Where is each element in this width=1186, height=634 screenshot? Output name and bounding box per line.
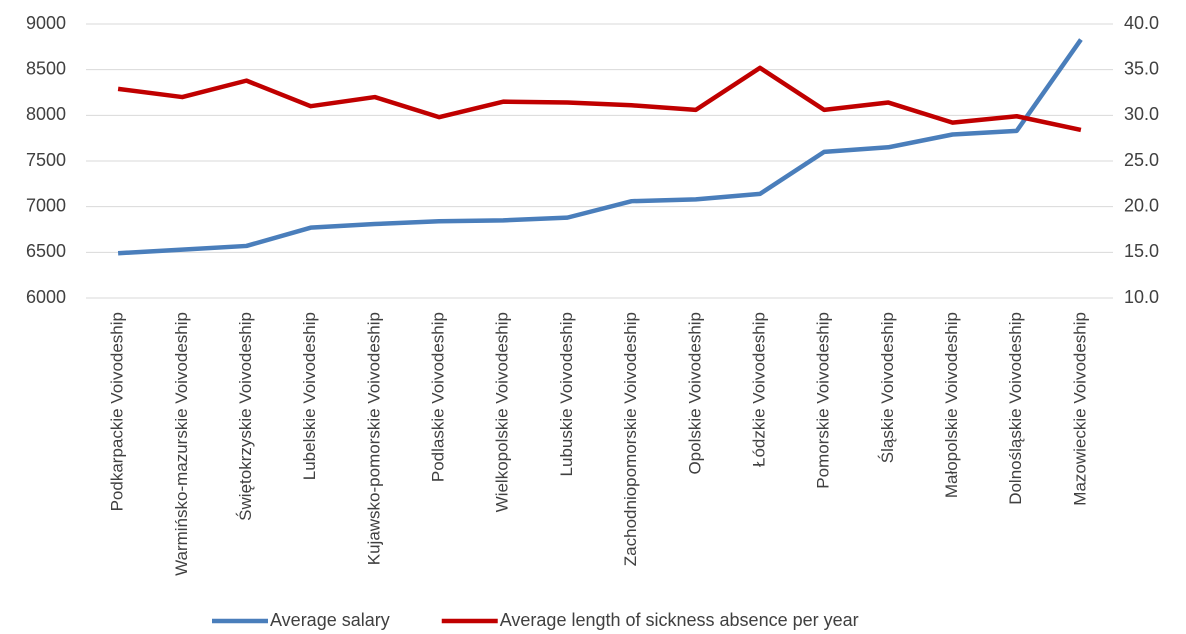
- y-tick-label: 9000: [26, 13, 66, 33]
- y2-tick-label: 35.0: [1124, 58, 1159, 78]
- y2-tick-label: 15.0: [1124, 241, 1159, 261]
- y-tick-label: 8000: [26, 104, 66, 124]
- y-tick-label: 7000: [26, 195, 66, 215]
- x-tick-label: Podkarpackie Voivodeship: [108, 312, 127, 511]
- legend-label: Average length of sickness absence per y…: [500, 610, 859, 630]
- x-tick-label: Świętokrzyskie Voivodeship: [236, 312, 255, 521]
- y2-tick-label: 10.0: [1124, 287, 1159, 307]
- y2-tick-label: 25.0: [1124, 150, 1159, 170]
- y-tick-label: 6000: [26, 287, 66, 307]
- y-tick-label: 6500: [26, 241, 66, 261]
- x-tick-label: Małopolskie Voivodeship: [942, 312, 961, 498]
- y2-tick-label: 40.0: [1124, 13, 1159, 33]
- series-line: [117, 38, 1083, 256]
- y2-tick-label: 20.0: [1124, 195, 1159, 215]
- x-tick-label: Śląskie Voivodeship: [878, 312, 897, 463]
- legend-label: Average salary: [270, 610, 390, 630]
- x-tick-label: Dolnośląskie Voivodeship: [1006, 312, 1025, 505]
- y2-tick-label: 30.0: [1124, 104, 1159, 124]
- x-tick-label: Podlaskie Voivodeship: [429, 312, 448, 482]
- x-tick-label: Opolskie Voivodeship: [685, 312, 704, 475]
- x-tick-label: Kujawsko-pomorskie Voivodeship: [364, 312, 383, 565]
- y-tick-label: 7500: [26, 150, 66, 170]
- x-tick-label: Lubuskie Voivodeship: [557, 312, 576, 476]
- x-tick-label: Wielkopolskie Voivodeship: [493, 312, 512, 512]
- x-tick-label: Mazowieckie Voivodeship: [1070, 312, 1089, 506]
- x-tick-label: Zachodniopomorskie Voivodeship: [621, 312, 640, 566]
- x-tick-label: Warmińsko-mazurskie Voivodeship: [172, 312, 191, 576]
- x-tick-label: Pomorskie Voivodeship: [814, 312, 833, 489]
- series-line: [117, 65, 1082, 133]
- x-tick-label: Łódzkie Voivodeship: [749, 312, 768, 467]
- y-tick-label: 8500: [26, 58, 66, 78]
- x-tick-label: Lubelskie Voivodeship: [300, 312, 319, 480]
